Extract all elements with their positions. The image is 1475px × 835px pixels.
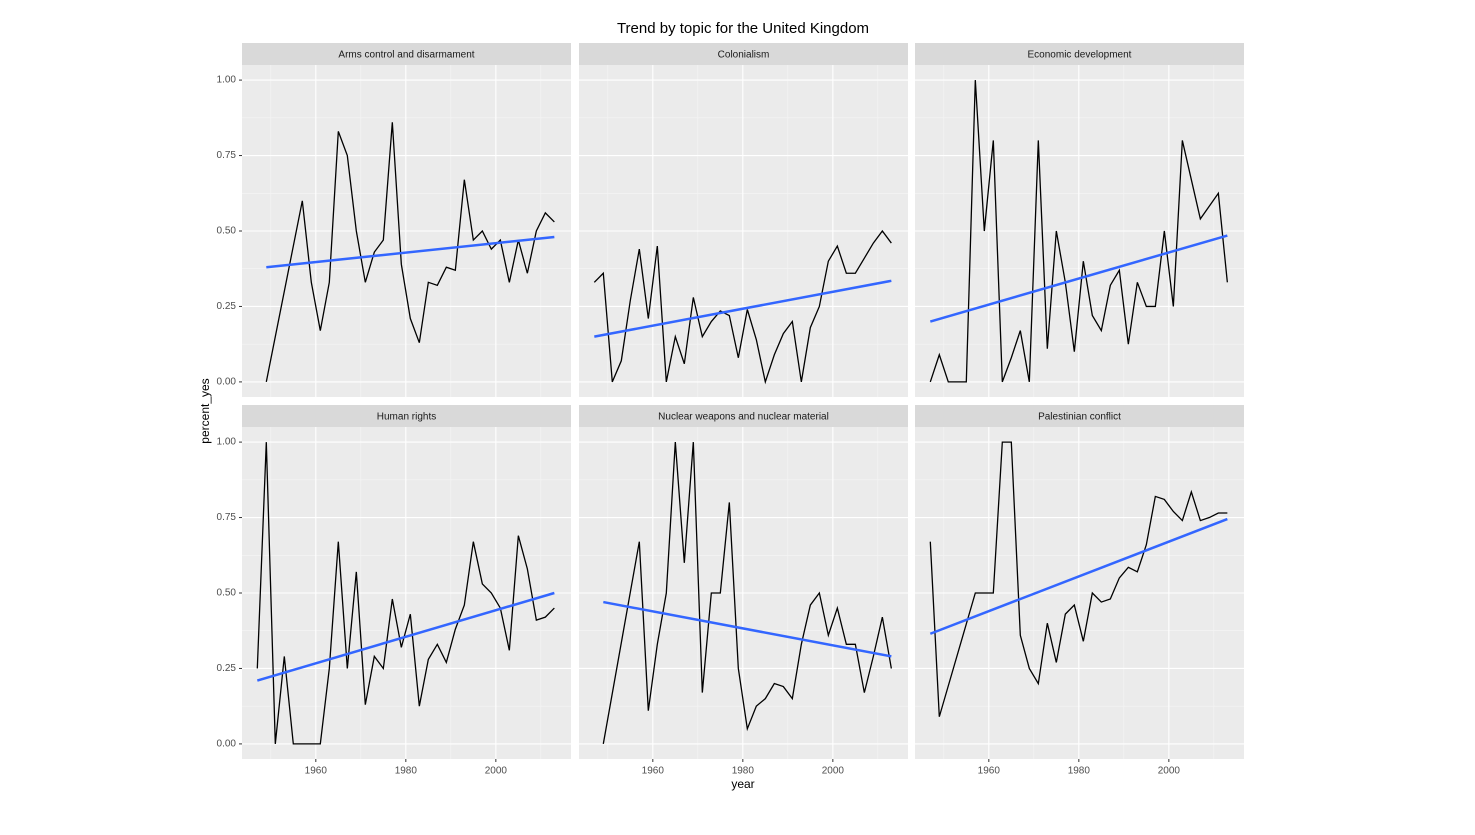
data-line [256, 442, 555, 745]
x-tick-label: 1980 [395, 766, 418, 777]
data-line [265, 122, 555, 383]
data-line [602, 442, 892, 745]
data-line [929, 80, 1228, 383]
y-axis-label: percent_yes [198, 378, 212, 443]
trend-line [266, 235, 555, 269]
y-tick-label: 0.75 [217, 150, 237, 161]
y-tick-label: 0.50 [217, 226, 237, 237]
x-tick-label: 1960 [978, 766, 1001, 777]
y-tick-label: 0.00 [217, 739, 237, 750]
strip-title: Economic development [1028, 50, 1132, 61]
strip-title: Palestinian conflict [1038, 412, 1121, 423]
strip [579, 405, 908, 427]
x-tick-label: 1960 [305, 766, 328, 777]
trend-line [929, 234, 1228, 323]
trend-line [256, 591, 555, 682]
strip [915, 405, 1244, 427]
strip-title: Human rights [377, 412, 436, 423]
x-tick-label: 2000 [485, 766, 508, 777]
x-tick-label: 1980 [732, 766, 755, 777]
strip-title: Nuclear weapons and nuclear material [658, 412, 829, 423]
y-tick-label: 0.25 [217, 663, 237, 674]
strip [915, 43, 1244, 65]
x-tick-label: 2000 [822, 766, 845, 777]
data-line [929, 441, 1228, 717]
y-tick-label: 1.00 [217, 437, 237, 448]
strip-title: Colonialism [718, 50, 770, 61]
data-line [593, 229, 892, 385]
strip [242, 43, 571, 65]
y-tick-label: 0.75 [217, 512, 237, 523]
chart-title: Trend by topic for the United Kingdom [617, 20, 869, 37]
y-tick-label: 1.00 [217, 75, 237, 86]
x-tick-label: 1980 [1068, 766, 1091, 777]
trend-line [594, 279, 892, 338]
trend-line [603, 600, 892, 658]
strip [242, 405, 571, 427]
y-tick-label: 0.00 [217, 377, 237, 388]
strip-title: Arms control and disarmament [338, 50, 474, 61]
x-tick-label: 2000 [1158, 766, 1181, 777]
y-tick-label: 0.25 [217, 301, 237, 312]
y-tick-label: 0.50 [217, 588, 237, 599]
x-tick-label: 1960 [642, 766, 665, 777]
trend-line [929, 517, 1228, 635]
x-axis-label: year [731, 777, 754, 791]
strip [579, 43, 908, 65]
